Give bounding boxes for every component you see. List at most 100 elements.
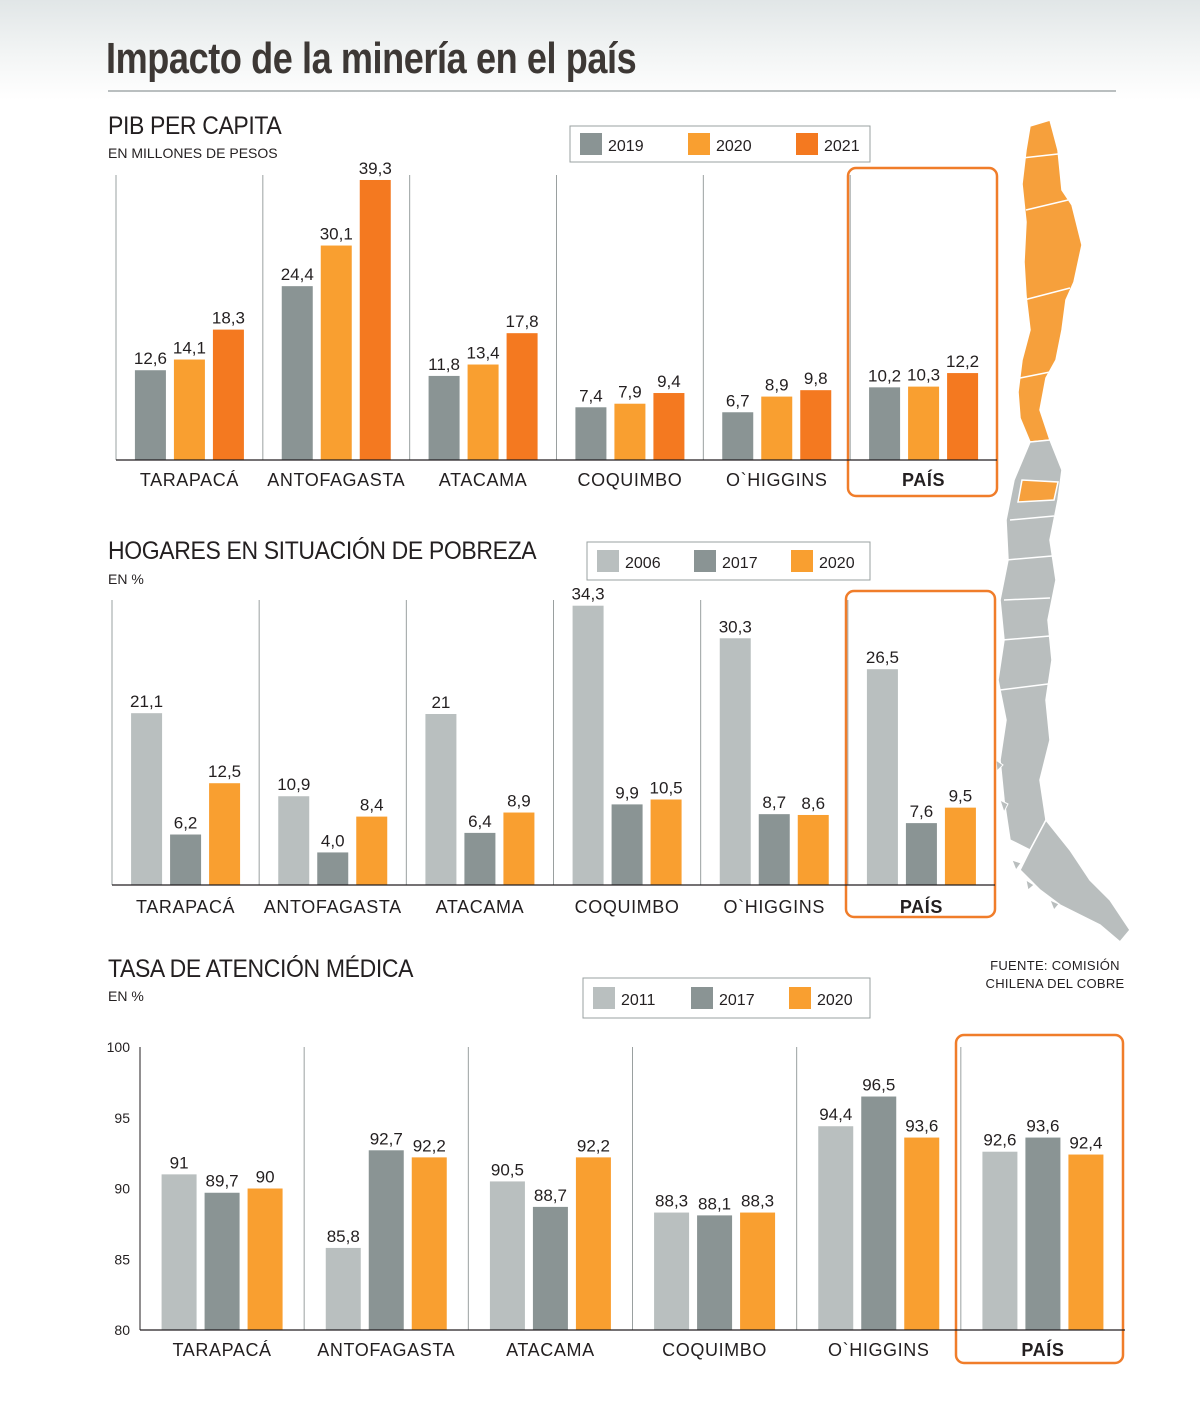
data-label: 93,6 [1026, 1117, 1059, 1136]
bar [467, 364, 499, 460]
data-label: 9,4 [657, 372, 681, 391]
data-label: 6,2 [174, 814, 198, 833]
data-label: 34,3 [572, 585, 605, 604]
bar [611, 804, 643, 885]
bar [212, 329, 244, 460]
legend-swatch [593, 987, 615, 1009]
bar [278, 796, 310, 885]
data-label: 7,9 [618, 383, 642, 402]
data-label: 90 [256, 1168, 275, 1187]
bar [131, 713, 163, 885]
x-tick-label: ATACAMA [506, 1340, 595, 1360]
data-label: 13,4 [467, 344, 500, 363]
map-region-south [1019, 818, 1131, 944]
x-tick-label: O`HIGGINS [724, 897, 825, 917]
data-label: 88,3 [741, 1192, 774, 1211]
title-divider [108, 90, 1116, 92]
data-label: 30,1 [320, 225, 353, 244]
data-label: 88,1 [698, 1194, 731, 1213]
x-tick-label: TARAPACÁ [140, 470, 239, 490]
map-region-divider-5 [999, 515, 1055, 691]
data-label: 9,9 [615, 783, 639, 802]
bar [204, 1192, 240, 1330]
x-tick-label: COQUIMBO [578, 470, 683, 490]
map-region-divider-3 [1023, 287, 1071, 301]
data-label: 89,7 [206, 1172, 239, 1191]
highlight-box-pais [844, 589, 997, 919]
bar [506, 333, 538, 460]
legend-box [582, 977, 871, 1019]
chart-title-pobreza: HOGARES EN SITUACIÓN DE POBREZA [108, 537, 537, 565]
map-region-divider-2 [1025, 199, 1069, 211]
x-tick-label: ANTOFAGASTA [267, 470, 405, 490]
data-label: 8,9 [507, 792, 531, 811]
data-label: 24,4 [281, 265, 314, 284]
data-label: 4,0 [321, 831, 345, 850]
data-label: 10,3 [907, 366, 940, 385]
data-label: 8,9 [765, 376, 789, 395]
bar [944, 807, 976, 885]
bar [908, 386, 940, 460]
chart-title-pib: PIB PER CAPITA [108, 112, 282, 140]
legend-label: 2020 [716, 138, 752, 155]
legend-box [569, 125, 871, 163]
page-title: Impacto de la minería en el país [106, 34, 637, 83]
bar [740, 1212, 776, 1330]
bar [281, 286, 313, 460]
data-label: 90,5 [491, 1160, 524, 1179]
map-region-ohiggins [1017, 479, 1059, 503]
bar [719, 638, 751, 885]
header-band [0, 0, 1200, 100]
bar [170, 834, 202, 885]
bar [947, 373, 979, 460]
x-tick-label: ANTOFAGASTA [264, 897, 402, 917]
legend-swatch [694, 550, 716, 572]
data-label: 39,3 [359, 159, 392, 178]
bar [904, 1137, 940, 1330]
legend-label: 2017 [719, 992, 755, 1009]
bar [356, 816, 388, 885]
bar [797, 814, 829, 885]
bar [697, 1215, 733, 1330]
data-label: 12,6 [134, 349, 167, 368]
source-line-2: CHILENA DEL COBRE [985, 976, 1125, 991]
y-tick-label: 85 [114, 1251, 130, 1267]
bar [866, 669, 898, 885]
bar [209, 783, 241, 885]
bar [761, 396, 793, 460]
map-islands [995, 758, 1060, 911]
bar [575, 407, 607, 460]
data-label: 26,5 [866, 648, 899, 667]
bar [317, 852, 349, 885]
data-label: 9,8 [804, 369, 828, 388]
data-label: 96,5 [862, 1076, 895, 1095]
bar [758, 814, 790, 885]
bar [650, 799, 682, 885]
data-label: 14,1 [173, 339, 206, 358]
bar [614, 403, 646, 460]
bar [905, 823, 937, 885]
legend-swatch [580, 133, 602, 155]
y-tick-label: 95 [114, 1110, 130, 1126]
bar [653, 393, 685, 460]
data-label: 9,5 [949, 787, 973, 806]
data-label: 30,3 [719, 617, 752, 636]
data-label: 10,2 [868, 366, 901, 385]
bar [800, 390, 832, 460]
map-region-divider-4 [1019, 371, 1051, 379]
x-tick-label: TARAPACÁ [173, 1340, 272, 1360]
data-label: 88,7 [534, 1186, 567, 1205]
data-label: 11,8 [428, 355, 460, 374]
data-label: 10,5 [650, 779, 683, 798]
bar [161, 1174, 197, 1330]
data-label: 21,1 [130, 692, 163, 711]
bar [532, 1206, 568, 1330]
data-label: 92,2 [413, 1136, 446, 1155]
bar [134, 370, 166, 460]
source-note: FUENTE: COMISIÓN CHILENA DEL COBRE [960, 957, 1150, 993]
bar [869, 387, 901, 460]
bar [982, 1151, 1018, 1330]
data-label: 88,3 [655, 1192, 688, 1211]
